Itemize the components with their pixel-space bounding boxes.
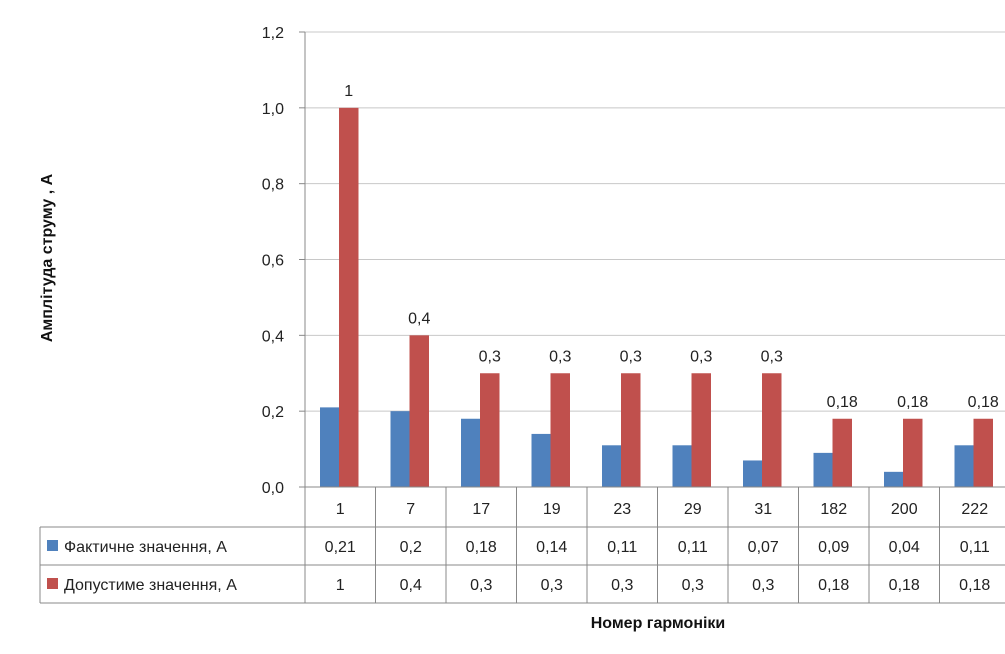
data-label: 0,3 bbox=[549, 348, 571, 365]
x-axis-title: Номер гармоніки bbox=[591, 615, 726, 632]
data-label: 0,18 bbox=[968, 394, 999, 411]
table-cell: 0,3 bbox=[611, 577, 633, 594]
table-cell: 0,21 bbox=[325, 539, 356, 556]
bar-actual bbox=[884, 471, 904, 487]
x-tick-label: 182 bbox=[820, 501, 847, 518]
bar-allowed bbox=[973, 418, 993, 487]
data-label: 0,3 bbox=[761, 348, 783, 365]
data-labels: 1 0,4 0,3 0,3 0,3 0,3 0,3 0,18 0,18 0,18 bbox=[344, 83, 999, 411]
bar-allowed bbox=[903, 418, 923, 487]
x-tick-label: 17 bbox=[472, 501, 490, 518]
data-label: 0,3 bbox=[620, 348, 642, 365]
table-cell: 0,18 bbox=[818, 577, 849, 594]
table-cell: 0,11 bbox=[607, 539, 637, 556]
bar-actual bbox=[743, 460, 763, 487]
table-cell: 0,3 bbox=[541, 577, 563, 594]
bar-actual bbox=[672, 445, 692, 487]
table-cell: 0,07 bbox=[748, 539, 779, 556]
data-label: 1 bbox=[344, 83, 353, 100]
bar-actual bbox=[531, 433, 551, 487]
x-tick-label: 29 bbox=[684, 501, 702, 518]
data-label: 0,3 bbox=[690, 348, 712, 365]
table-cell: 0,3 bbox=[682, 577, 704, 594]
table-cell: 0,4 bbox=[400, 577, 422, 594]
data-label: 0,18 bbox=[897, 394, 928, 411]
table-cell: 0,04 bbox=[889, 539, 920, 556]
data-label: 0,4 bbox=[408, 310, 430, 327]
table-cell: 0,14 bbox=[536, 539, 567, 556]
table-cell: 0,11 bbox=[960, 539, 990, 556]
bar-actual bbox=[602, 445, 622, 487]
table-cell: 0,3 bbox=[470, 577, 492, 594]
y-tick-label: 0,0 bbox=[262, 480, 284, 497]
y-axis-title: Амплітуда струму , А bbox=[39, 173, 56, 342]
bar-allowed bbox=[832, 418, 852, 487]
bar-actual bbox=[813, 452, 833, 487]
table-cell: 0,18 bbox=[889, 577, 920, 594]
table-cell: 0,11 bbox=[678, 539, 708, 556]
table-cell: 1 bbox=[336, 577, 345, 594]
table-cell: 0,3 bbox=[752, 577, 774, 594]
legend-label: Допустиме значення, А bbox=[64, 577, 237, 594]
legend-label: Фактичне значення, А bbox=[64, 539, 227, 556]
data-label: 0,3 bbox=[479, 348, 501, 365]
bar-actual bbox=[320, 407, 340, 487]
bar-allowed bbox=[480, 373, 500, 487]
y-tick-label: 0,4 bbox=[262, 328, 284, 345]
x-tick-label: 7 bbox=[406, 501, 415, 518]
y-tick-label: 1,2 bbox=[262, 25, 284, 42]
table-cell: 0,18 bbox=[959, 577, 990, 594]
y-tick-label: 0,2 bbox=[262, 404, 284, 421]
bar-allowed bbox=[409, 335, 429, 487]
bar-allowed bbox=[339, 107, 359, 487]
x-tick-label: 222 bbox=[961, 501, 988, 518]
legend-key bbox=[47, 578, 58, 589]
bars bbox=[320, 107, 993, 487]
bar-allowed bbox=[621, 373, 641, 487]
bar-allowed bbox=[691, 373, 711, 487]
y-tick-label: 0,6 bbox=[262, 253, 284, 270]
bar-allowed bbox=[762, 373, 782, 487]
y-axis: 0,0 0,2 0,4 0,6 0,8 1,0 1,2 bbox=[262, 25, 306, 497]
table-cell: 0,2 bbox=[400, 539, 422, 556]
y-tick-label: 1,0 bbox=[262, 101, 284, 118]
table-cell: 0,18 bbox=[466, 539, 497, 556]
y-tick-label: 0,8 bbox=[262, 177, 284, 194]
bar-actual bbox=[461, 418, 481, 487]
legend-key bbox=[47, 540, 58, 551]
x-tick-label: 23 bbox=[613, 501, 631, 518]
x-tick-label: 31 bbox=[754, 501, 772, 518]
x-tick-label: 1 bbox=[336, 501, 345, 518]
data-label: 0,18 bbox=[827, 394, 858, 411]
bar-actual bbox=[390, 411, 410, 487]
x-tick-label: 19 bbox=[543, 501, 561, 518]
table-cell: 0,09 bbox=[818, 539, 849, 556]
x-tick-label: 200 bbox=[891, 501, 918, 518]
bar-actual bbox=[954, 445, 974, 487]
bar-allowed bbox=[550, 373, 570, 487]
